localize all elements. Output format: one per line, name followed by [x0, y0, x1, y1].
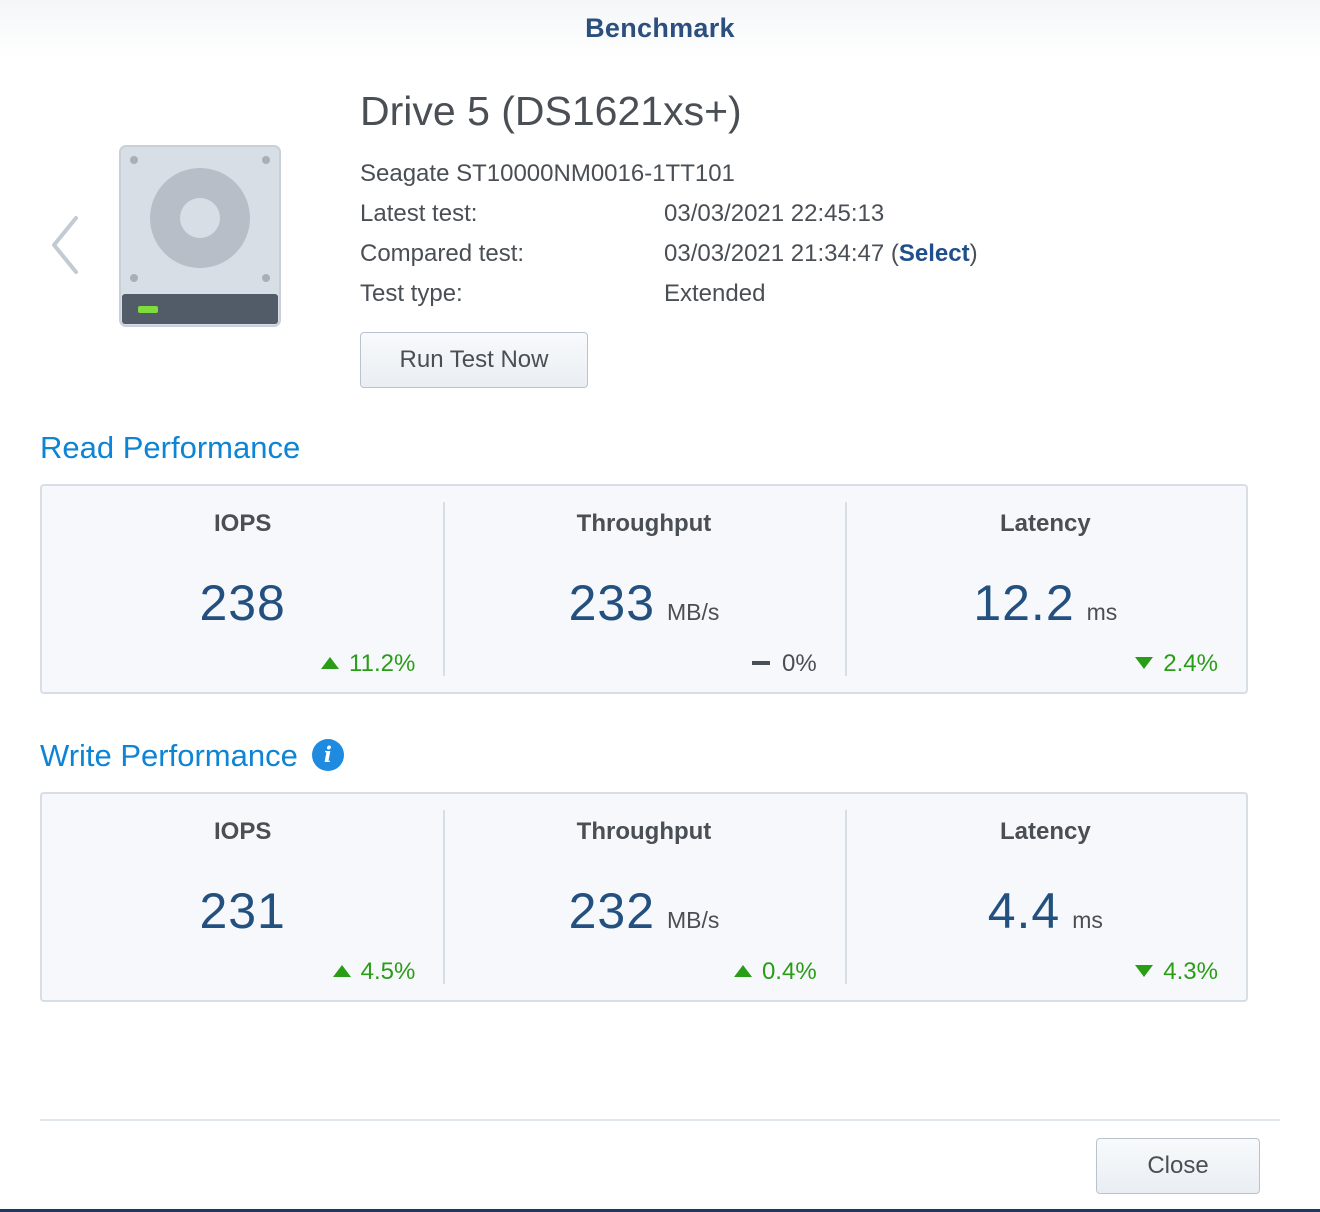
metric-unit: MB/s	[667, 599, 720, 625]
read-performance-panel: IOPS 238 11.2% Throughput 233 MB/s 0% Lat…	[40, 484, 1248, 694]
paren-open: (	[890, 240, 899, 267]
hard-drive-icon	[119, 145, 281, 327]
trend-down-icon	[1135, 656, 1154, 669]
metric-value: 4.4	[987, 883, 1061, 939]
metric-unit: ms	[1072, 907, 1103, 933]
trend-up-icon	[321, 656, 340, 669]
compared-test-value-group: 03/03/2021 21:34:47 (Select)	[664, 240, 978, 268]
metric-unit: MB/s	[667, 907, 720, 933]
drive-indicator-light	[138, 306, 158, 313]
test-type-label: Test type:	[360, 280, 463, 307]
metric-unit: ms	[1086, 599, 1118, 625]
metric-change: 4.5%	[332, 958, 415, 986]
window-bottom-border	[0, 1209, 1320, 1212]
trend-down-icon	[1135, 964, 1154, 977]
read-throughput-metric: Throughput 233 MB/s 0%	[443, 486, 844, 692]
dialog-title: Benchmark	[585, 13, 735, 43]
metric-label: IOPS	[213, 818, 272, 845]
metric-value: 232	[568, 883, 656, 939]
close-button[interactable]: Close	[1096, 1138, 1260, 1194]
metric-value: 12.2	[973, 575, 1075, 631]
chevron-left-icon[interactable]	[48, 212, 82, 278]
metric-value: 238	[199, 575, 286, 631]
metric-value: 233	[568, 575, 656, 631]
drive-name: Drive 5 (DS1621xs+)	[360, 88, 742, 134]
write-performance-panel: IOPS 231 4.5% Throughput 232 MB/s 0.4% La…	[40, 792, 1248, 1002]
metric-label: Latency	[999, 818, 1091, 845]
drive-model: Seagate ST10000NM0016-1TT101	[360, 160, 735, 187]
dialog-titlebar: Benchmark	[0, 0, 1320, 58]
info-icon[interactable]: i	[311, 738, 344, 771]
metric-change: 2.4%	[1135, 650, 1218, 678]
compared-test-label: Compared test:	[360, 240, 525, 267]
write-throughput-metric: Throughput 232 MB/s 0.4%	[443, 794, 844, 1000]
footer-divider	[40, 1119, 1280, 1121]
metric-change: 4.3%	[1135, 958, 1218, 986]
trend-up-icon	[332, 964, 351, 977]
run-test-now-button[interactable]: Run Test Now	[360, 332, 588, 388]
metric-label: Throughput	[576, 818, 712, 845]
write-latency-metric: Latency 4.4 ms 4.3%	[844, 794, 1246, 1000]
read-performance-title: Read Performance	[40, 430, 301, 465]
metric-label: IOPS	[213, 510, 272, 537]
compared-test-value: 03/03/2021 21:34:47	[664, 240, 885, 267]
latest-test-label: Latest test:	[360, 200, 478, 227]
test-type-value: Extended	[664, 280, 766, 307]
metric-label: Throughput	[576, 510, 712, 537]
metric-value: 231	[199, 883, 286, 939]
read-iops-metric: IOPS 238 11.2%	[42, 486, 443, 692]
select-compared-test-link[interactable]: Select	[898, 240, 970, 267]
trend-up-icon	[733, 964, 752, 977]
metric-label: Latency	[999, 510, 1091, 537]
latest-test-value: 03/03/2021 22:45:13	[664, 200, 885, 227]
metric-change: 0%	[751, 650, 817, 678]
paren-close: )	[969, 240, 978, 267]
write-performance-title: Write Performance i	[40, 738, 344, 774]
metric-change: 11.2%	[321, 650, 415, 678]
metric-change: 0.4%	[733, 958, 817, 986]
trend-flat-icon	[751, 661, 770, 666]
write-iops-metric: IOPS 231 4.5%	[42, 794, 443, 1000]
read-latency-metric: Latency 12.2 ms 2.4%	[844, 486, 1246, 692]
